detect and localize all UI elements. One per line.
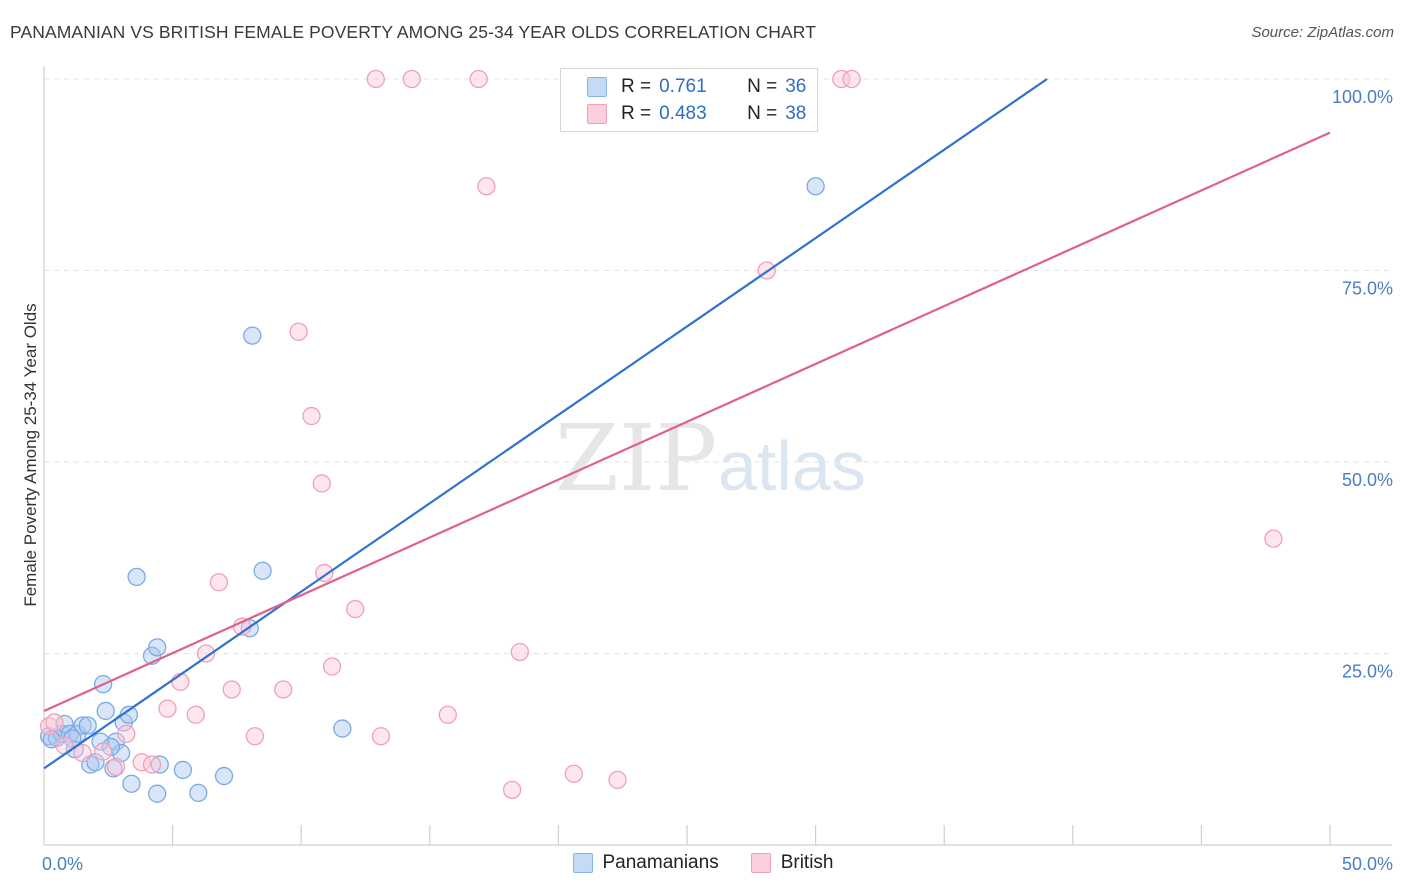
- data-point-british: [274, 680, 293, 699]
- watermark-atlas: atlas: [718, 427, 866, 505]
- legend-r-label: R =: [621, 103, 652, 124]
- y-axis-label: Female Poverty Among 25-34 Year Olds: [21, 303, 40, 606]
- data-point-british: [196, 644, 216, 663]
- data-point-british: [469, 69, 488, 89]
- legend-swatch-british: [587, 104, 607, 124]
- data-point-panamanians: [78, 716, 97, 735]
- data-point-british: [222, 680, 241, 699]
- watermark-zip: ZIP: [555, 405, 717, 512]
- axes: [43, 66, 1392, 846]
- data-point-british: [245, 727, 265, 746]
- legend-item-panamanians: Panamanians: [572, 852, 719, 874]
- chart-title: PANAMANIAN VS BRITISH FEMALE POVERTY AMO…: [10, 22, 816, 42]
- data-point-british: [1264, 529, 1283, 548]
- data-point-british: [402, 69, 421, 89]
- data-point-british: [186, 705, 205, 724]
- legend-n-value: 38: [785, 103, 807, 124]
- x-tick-labels: 0.0% 50.0%: [42, 854, 1393, 874]
- trend-line-panamanians: [43, 78, 1048, 770]
- trend-lines: [43, 78, 1331, 770]
- data-point-british: [45, 713, 64, 732]
- data-point-british: [158, 699, 177, 718]
- data-point-panamanians: [96, 701, 115, 721]
- legend-item-british: British: [750, 852, 834, 874]
- data-point-panamanians: [148, 638, 167, 657]
- data-point-british: [142, 755, 162, 774]
- data-point-panamanians: [333, 719, 352, 738]
- data-point-british: [371, 727, 391, 746]
- legend-swatch-british: [750, 853, 771, 873]
- data-point-british: [346, 599, 365, 619]
- data-point-british: [289, 322, 308, 341]
- series-legend: Panamanians British: [0, 852, 1406, 874]
- x-tick-label: 0.0%: [42, 854, 83, 874]
- data-point-british: [94, 742, 113, 761]
- data-point-british: [832, 69, 851, 89]
- data-point-british: [510, 642, 529, 662]
- data-point-british: [564, 764, 583, 783]
- data-point-british: [117, 724, 136, 744]
- y-tick-label: 50.0%: [1342, 470, 1393, 490]
- data-point-british: [73, 743, 92, 763]
- y-tick-label: 25.0%: [1342, 662, 1393, 682]
- legend-n-label: N =: [747, 76, 778, 97]
- data-point-panamanians: [189, 783, 208, 803]
- data-point-british: [366, 69, 385, 89]
- trend-line-british: [43, 131, 1331, 712]
- y-tick-label: 100.0%: [1332, 87, 1393, 107]
- data-point-british: [322, 657, 342, 676]
- data-point-panamanians: [73, 716, 92, 735]
- data-point-panamanians: [173, 760, 193, 780]
- legend-r-label: R =: [621, 76, 652, 97]
- data-points: [39, 69, 1283, 803]
- legend-n-value: 36: [785, 76, 807, 97]
- data-point-british: [502, 780, 522, 799]
- chart-source: Source: ZipAtlas.com: [1251, 24, 1394, 41]
- data-point-panamanians: [806, 177, 825, 196]
- data-point-british: [842, 69, 861, 89]
- data-point-panamanians: [150, 755, 169, 774]
- legend-r-value: 0.483: [659, 103, 707, 124]
- legend-row-panamanians: R = 0.761 N = 36: [587, 74, 806, 100]
- data-point-panamanians: [243, 326, 262, 345]
- legend-r-value: 0.761: [659, 76, 707, 97]
- grid-lines: [44, 78, 1392, 654]
- data-point-panamanians: [106, 732, 126, 751]
- data-point-panamanians: [214, 766, 234, 786]
- data-point-panamanians: [122, 774, 141, 793]
- legend-n-label: N =: [747, 103, 778, 124]
- x-tick-label: 50.0%: [1342, 854, 1393, 874]
- legend-row-british: R = 0.483 N = 38: [587, 101, 806, 127]
- data-point-british: [106, 757, 126, 777]
- data-point-british: [608, 770, 627, 790]
- data-point-british: [312, 474, 331, 493]
- legend-swatch-panamanians: [572, 853, 593, 873]
- data-point-panamanians: [127, 567, 146, 587]
- data-point-panamanians: [253, 561, 272, 580]
- data-point-panamanians: [148, 784, 167, 803]
- y-tick-label: 75.0%: [1342, 279, 1393, 299]
- legend-label-british: British: [780, 852, 834, 873]
- legend-label-panamanians: Panamanians: [602, 852, 719, 873]
- stats-legend: R = 0.761 N = 36 R = 0.483 N = 38: [560, 68, 818, 132]
- y-tick-labels: 25.0% 50.0% 75.0% 100.0%: [1332, 87, 1393, 682]
- data-point-british: [477, 177, 496, 196]
- data-point-british: [302, 406, 321, 426]
- data-point-british: [438, 705, 457, 724]
- legend-swatch-panamanians: [587, 77, 607, 97]
- data-point-british: [209, 573, 229, 592]
- data-point-panamanians: [112, 743, 131, 763]
